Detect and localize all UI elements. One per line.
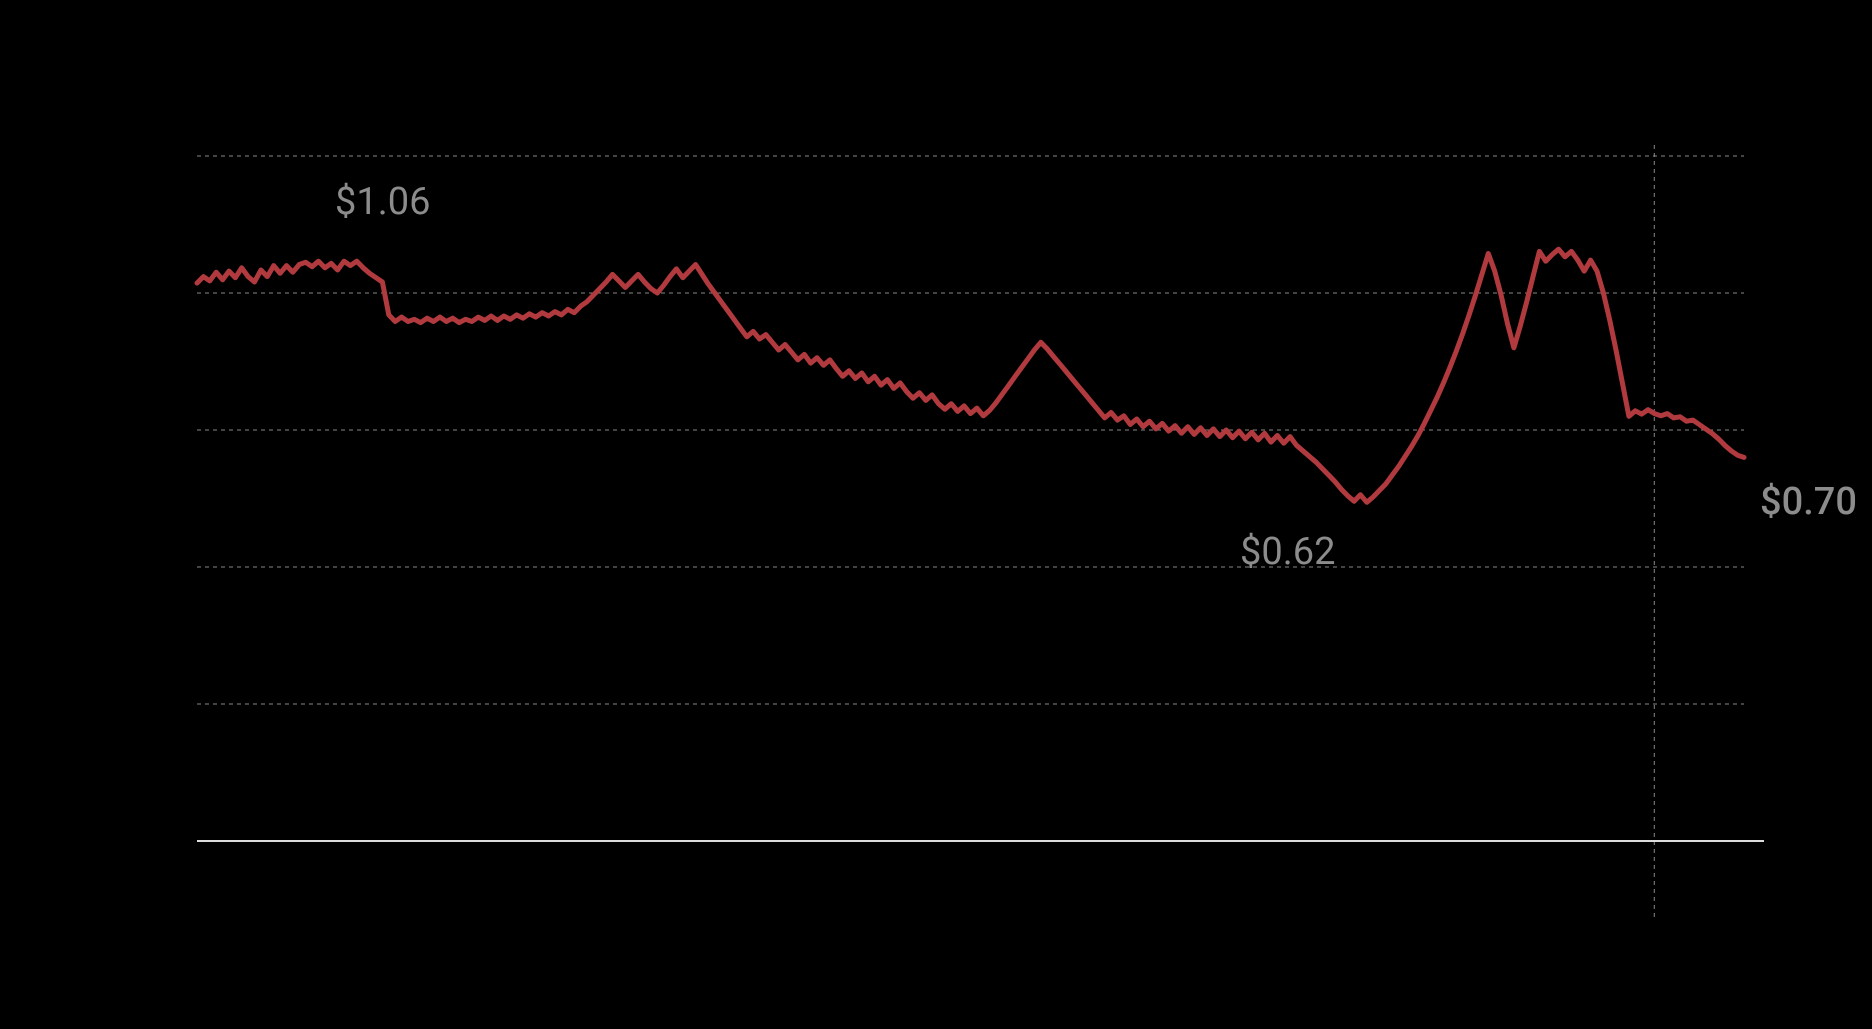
chart-annotation: $0.62: [1240, 530, 1335, 574]
chart-container: $1.06 $0.62 $0.70: [0, 0, 1872, 1029]
chart-annotation: $1.06: [335, 180, 430, 224]
line-chart: [0, 0, 1872, 1029]
chart-annotation: $0.70: [1760, 480, 1857, 524]
